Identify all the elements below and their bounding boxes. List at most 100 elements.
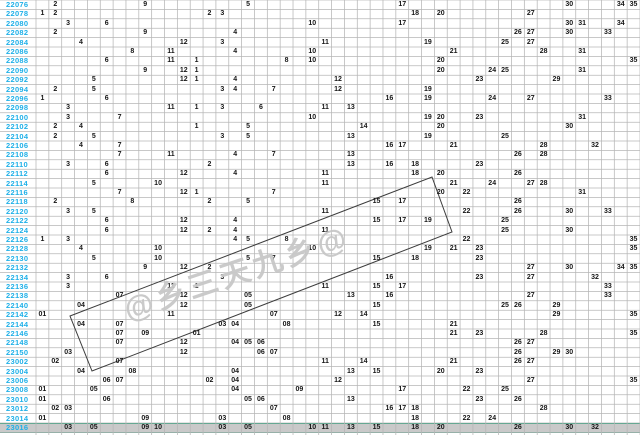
issue-label: 22118 xyxy=(6,197,28,207)
cell-number: 17 xyxy=(398,283,407,290)
cell-number: 4 xyxy=(233,48,238,55)
cell-number: 18 xyxy=(411,160,419,168)
cell-number: 19 xyxy=(424,132,432,140)
issue-label: 22084 xyxy=(6,37,29,47)
cell-number: 03 xyxy=(64,424,72,431)
cell-number: 16 xyxy=(385,95,394,102)
cell-number: 9 xyxy=(143,29,148,37)
cell-number: 30 xyxy=(565,1,574,8)
cell-number: 11 xyxy=(321,207,329,215)
cell-number: 25 xyxy=(501,301,509,309)
cell-number: 27 xyxy=(526,29,535,37)
cell-number: 29 xyxy=(552,76,561,84)
issue-label: 22120 xyxy=(6,206,29,216)
cell-number: 04 xyxy=(77,367,85,375)
cell-number: 17 xyxy=(398,1,407,8)
cell-number: 6 xyxy=(104,19,109,27)
cell-number: 6 xyxy=(104,217,109,225)
cell-number: 4 xyxy=(79,123,83,131)
cell-number: 27 xyxy=(526,358,535,366)
cell-number: 31 xyxy=(578,48,587,55)
cell-number: 35 xyxy=(629,236,638,243)
cell-number: 25 xyxy=(501,386,509,394)
cell-number: 1 xyxy=(194,66,199,74)
cell-number: 30 xyxy=(565,424,574,431)
cell-number: 31 xyxy=(578,66,587,74)
issue-label: 22116 xyxy=(6,188,28,197)
cell-number: 1 xyxy=(194,123,199,131)
cell-number: 15 xyxy=(372,424,381,431)
cell-number: 13 xyxy=(346,292,355,300)
cell-number: 03 xyxy=(218,320,227,328)
issue-label: 23012 xyxy=(6,404,29,414)
cell-number: 20 xyxy=(436,123,445,131)
cell-number: 24 xyxy=(488,414,497,422)
cell-number: 07 xyxy=(115,377,124,384)
cell-number: 4 xyxy=(79,38,83,46)
cell-number: 2 xyxy=(53,85,58,93)
cell-number: 3 xyxy=(220,38,225,46)
issue-label: 22114 xyxy=(6,178,28,188)
cell-number: 34 xyxy=(616,19,625,27)
cell-number: 08 xyxy=(282,414,291,422)
cell-number: 4 xyxy=(233,170,238,178)
cell-number: 3 xyxy=(220,273,225,281)
issue-label: 22112 xyxy=(6,169,28,179)
cell-number: 02 xyxy=(51,405,60,413)
cell-number: 11 xyxy=(167,151,175,159)
cell-number: 3 xyxy=(66,19,71,27)
cell-number: 12 xyxy=(334,377,342,384)
cell-number: 4 xyxy=(79,245,83,253)
cell-number: 25 xyxy=(501,217,509,225)
cell-number: 2 xyxy=(53,132,58,140)
cell-number: 21 xyxy=(449,320,458,328)
cell-number: 22 xyxy=(462,189,471,196)
cell-number: 32 xyxy=(591,142,599,149)
cell-number: 04 xyxy=(231,339,240,347)
cell-number: 20 xyxy=(436,57,445,65)
cell-number: 23 xyxy=(475,254,484,262)
cell-number: 22 xyxy=(462,236,471,243)
cell-number: 10 xyxy=(308,19,317,27)
cell-number: 2 xyxy=(207,10,212,18)
cell-number: 23 xyxy=(475,367,484,375)
cell-number: 26 xyxy=(514,424,522,431)
cell-number: 12 xyxy=(179,38,188,46)
cell-number: 09 xyxy=(295,386,304,394)
cell-number: 28 xyxy=(539,330,548,337)
cell-number: 3 xyxy=(66,160,71,168)
cell-number: 4 xyxy=(233,226,238,234)
cell-number: 3 xyxy=(220,132,225,140)
issue-label: 22090 xyxy=(6,65,29,75)
cell-number: 05 xyxy=(244,339,252,347)
issue-label: 22144 xyxy=(6,319,29,329)
issue-label: 23002 xyxy=(6,357,29,367)
cell-number: 06 xyxy=(256,348,265,356)
cell-number: 20 xyxy=(436,10,445,18)
cell-number: 7 xyxy=(117,151,122,159)
cell-number: 5 xyxy=(91,207,96,215)
issue-label: 22080 xyxy=(6,18,29,28)
cell-number: 13 xyxy=(346,160,355,168)
cell-number: 23 xyxy=(475,160,484,168)
cell-number: 26 xyxy=(514,348,522,356)
cell-number: 03 xyxy=(218,424,227,431)
cell-number: 7 xyxy=(271,254,276,262)
cell-number: 12 xyxy=(179,339,188,347)
cell-number: 12 xyxy=(179,292,188,300)
cell-number: 28 xyxy=(539,179,548,187)
cell-number: 29 xyxy=(552,348,561,356)
cell-number: 5 xyxy=(91,179,96,187)
cell-number: 20 xyxy=(436,189,445,196)
cell-number: 13 xyxy=(346,132,355,140)
cell-number: 7 xyxy=(271,151,276,159)
cell-number: 35 xyxy=(629,377,638,384)
cell-number: 23 xyxy=(475,330,484,337)
cell-number: 33 xyxy=(603,29,612,37)
issue-label: 22098 xyxy=(6,103,29,113)
cell-number: 3 xyxy=(220,104,225,112)
cell-number: 04 xyxy=(231,320,240,328)
cell-number: 26 xyxy=(514,301,522,309)
cell-number: 2 xyxy=(207,160,212,168)
